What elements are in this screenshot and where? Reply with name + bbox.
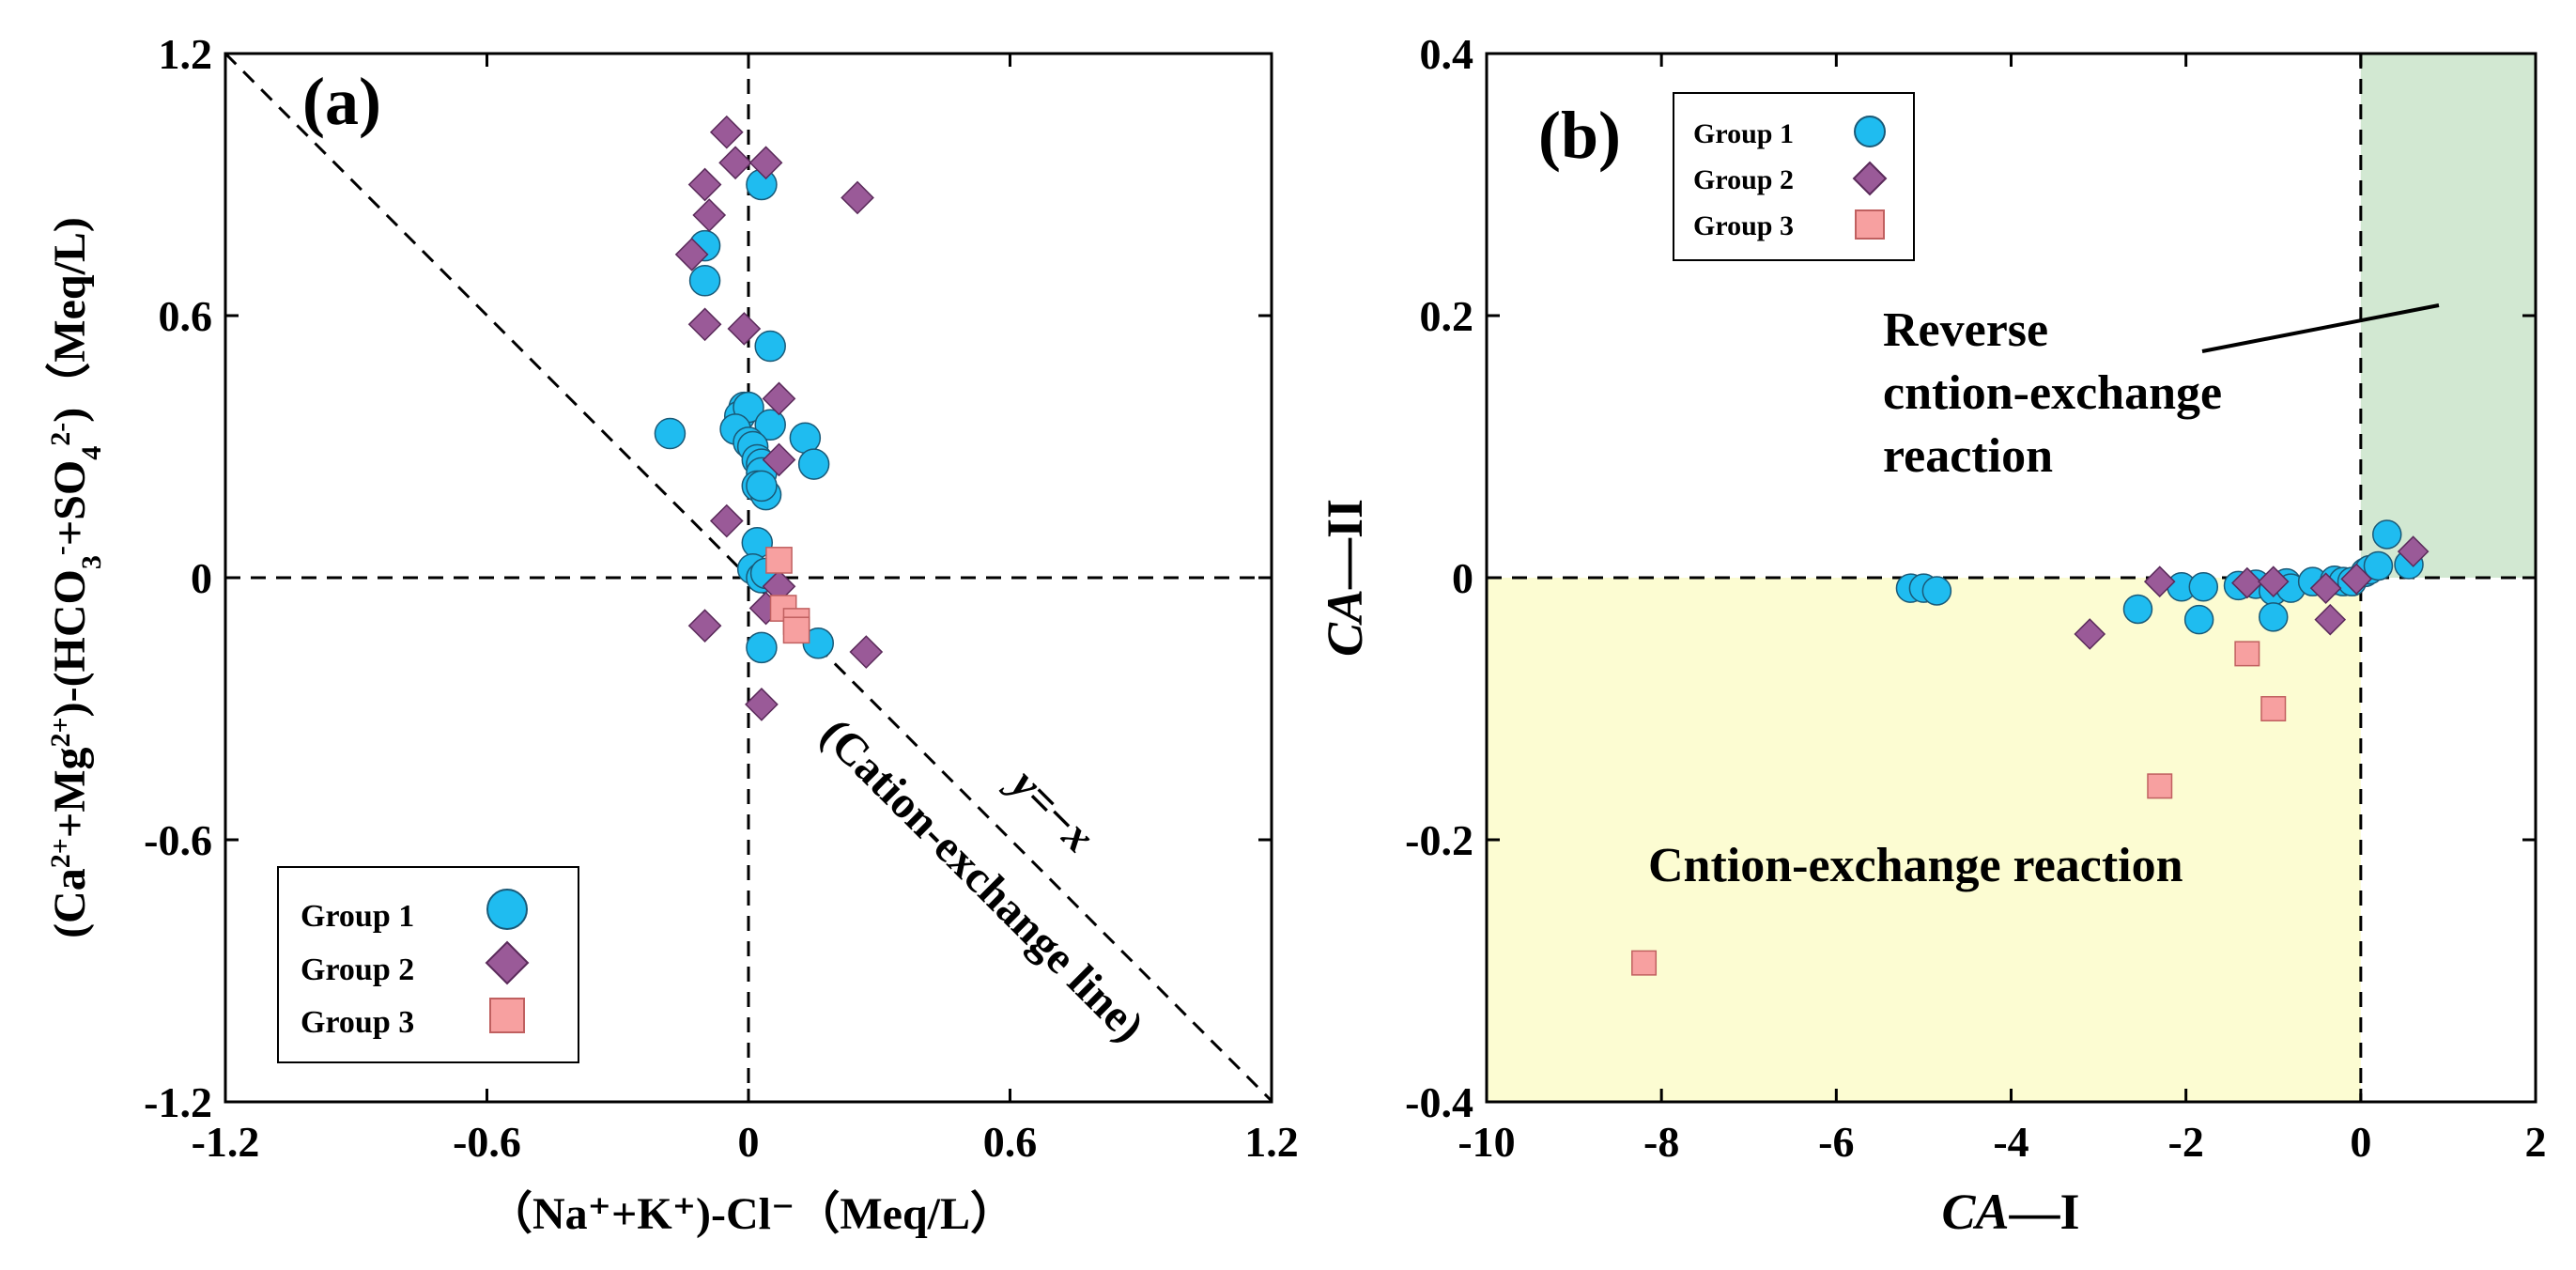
a-legend-label-group2: Group 2 (301, 952, 414, 987)
b-region-yellow-label: Cntion-exchange reaction (1648, 839, 2183, 892)
a-ytick-label: 1.2 (159, 30, 213, 78)
b-xtick-label: -4 (1993, 1118, 2028, 1166)
b-xtick-label: -10 (1458, 1118, 1515, 1166)
a-point-group2 (674, 238, 709, 271)
b-ylabel: CA—II (1317, 499, 1373, 657)
a-legend-label-group3: Group 3 (301, 1005, 414, 1040)
a-xtick-label: 1.2 (1244, 1118, 1299, 1166)
a-point-group2 (687, 167, 722, 202)
a-ytick-label: -0.6 (144, 816, 212, 864)
panel-a: -1.2 -0.6 0 0.6 1.2-1.2-0.600.61.2 (a) y=−x … (45, 30, 1299, 1239)
a-xtick-label: -0.6 (453, 1118, 521, 1166)
a-point-group1 (754, 330, 786, 363)
a-xtick-label: 0.6 (983, 1118, 1038, 1166)
b-point-group1 (2188, 572, 2219, 602)
b-legend-marker-group1 (1854, 116, 1886, 147)
b-xtick-label: 2 (2525, 1118, 2547, 1166)
b-point-group3 (2234, 641, 2260, 667)
a-legend-marker-group1 (486, 889, 528, 930)
b-point-group3 (2260, 696, 2287, 721)
a-point-group2 (762, 381, 796, 416)
b-xlabel: CA—I (1941, 1184, 2079, 1240)
a-legend-marker-group2 (485, 940, 530, 985)
b-legend-label-group1: Group 1 (1693, 118, 1794, 149)
b-point-group1 (1921, 576, 1952, 606)
b-ytick-label: 0.2 (1420, 292, 1474, 340)
b-xtick-label: -8 (1643, 1118, 1679, 1166)
a-ytick-label: -1.2 (144, 1078, 212, 1126)
b-xtick-label: -6 (1818, 1118, 1854, 1166)
a-refline-label-eq: y=−x (998, 756, 1104, 862)
a-point-group1 (746, 631, 778, 664)
a-legend-box (277, 866, 579, 1063)
a-point-group2 (709, 115, 744, 149)
a-legend: Group 1 Group 2 Group 3 (277, 866, 579, 1063)
b-region-green-label-line1: Reverse (1883, 303, 2048, 357)
b-point-group2 (2143, 565, 2176, 597)
a-point-group2 (745, 687, 779, 721)
b-region-green-label-line2: cntion-exchange (1883, 366, 2222, 420)
a-point-group1 (688, 265, 721, 297)
b-point-group1 (2183, 604, 2214, 635)
a-point-group1 (654, 417, 686, 450)
a-point-group2 (687, 307, 722, 342)
a-xlabel: （Na⁺+K⁺)-Cl⁻（Meq/L） (487, 1189, 1015, 1239)
a-point-group2 (709, 503, 744, 538)
a-point-group2 (718, 146, 752, 180)
a-xtick-label: 0 (738, 1118, 760, 1166)
b-point-group2 (2397, 535, 2429, 567)
b-point-group2 (2257, 565, 2290, 597)
a-point-group2 (849, 635, 884, 669)
a-point-group2 (762, 442, 796, 477)
a-point-group2 (841, 180, 874, 215)
a-ytick-label: 0.6 (159, 292, 213, 340)
a-ylabel: (Ca2++Mg2+)-(HCO3-+SO42-)（Meq/L) (45, 217, 107, 938)
b-point-group2 (2231, 566, 2263, 599)
b-green-label-pointer (2201, 303, 2440, 353)
b-legend: Group 1 Group 2 Group 3 (1673, 92, 1915, 261)
b-legend-marker-group2 (1852, 161, 1888, 196)
panel-b: Cntion-exchange reaction -10 -8 -6 -4 -2 0 2 -0… (1317, 30, 2547, 1240)
a-panel-label: (a) (302, 64, 381, 139)
a-point-group2 (727, 312, 762, 346)
b-point-group3 (1631, 950, 1658, 976)
b-region-yellow (1487, 578, 2361, 1102)
a-point-group3 (782, 616, 810, 644)
b-point-group1 (2372, 519, 2402, 550)
a-point-group1 (754, 409, 786, 441)
b-point-group1 (2363, 550, 2394, 581)
b-ytick-label: -0.2 (1405, 816, 1473, 864)
b-legend-label-group3: Group 3 (1693, 210, 1794, 241)
a-xtick-label: -1.2 (192, 1118, 260, 1166)
b-point-group3 (2147, 773, 2173, 799)
b-legend-marker-group3 (1855, 209, 1885, 240)
b-panel-label: (b) (1538, 98, 1621, 173)
a-legend-marker-group3 (489, 998, 525, 1033)
a-point-group1 (789, 422, 822, 454)
a-point-group1 (746, 470, 778, 503)
a-legend-label-group1: Group 1 (301, 899, 414, 934)
a-point-group2 (687, 609, 722, 643)
b-xtick-label: -2 (2168, 1118, 2204, 1166)
b-ytick-label: -0.4 (1405, 1078, 1473, 1126)
b-point-group2 (2314, 603, 2347, 636)
b-legend-label-group2: Group 2 (1693, 164, 1794, 195)
b-ytick-label: 0 (1452, 554, 1473, 602)
b-point-group1 (2122, 594, 2153, 625)
b-point-group2 (2309, 572, 2342, 604)
a-ytick-label: 0 (191, 554, 212, 602)
b-point-group2 (2340, 563, 2372, 596)
b-ytick-label: 0.4 (1420, 30, 1474, 78)
b-point-group1 (2259, 602, 2289, 632)
a-point-group2 (692, 198, 727, 232)
b-point-group2 (2074, 618, 2106, 650)
b-xtick-label: 0 (2350, 1118, 2371, 1166)
a-point-group1 (797, 448, 830, 480)
a-point-group2 (748, 146, 783, 180)
a-refline-label-name: (Cation-exchange line) (811, 709, 1154, 1052)
b-region-green-label-line3: reaction (1883, 429, 2053, 483)
a-point-group3 (765, 547, 793, 574)
